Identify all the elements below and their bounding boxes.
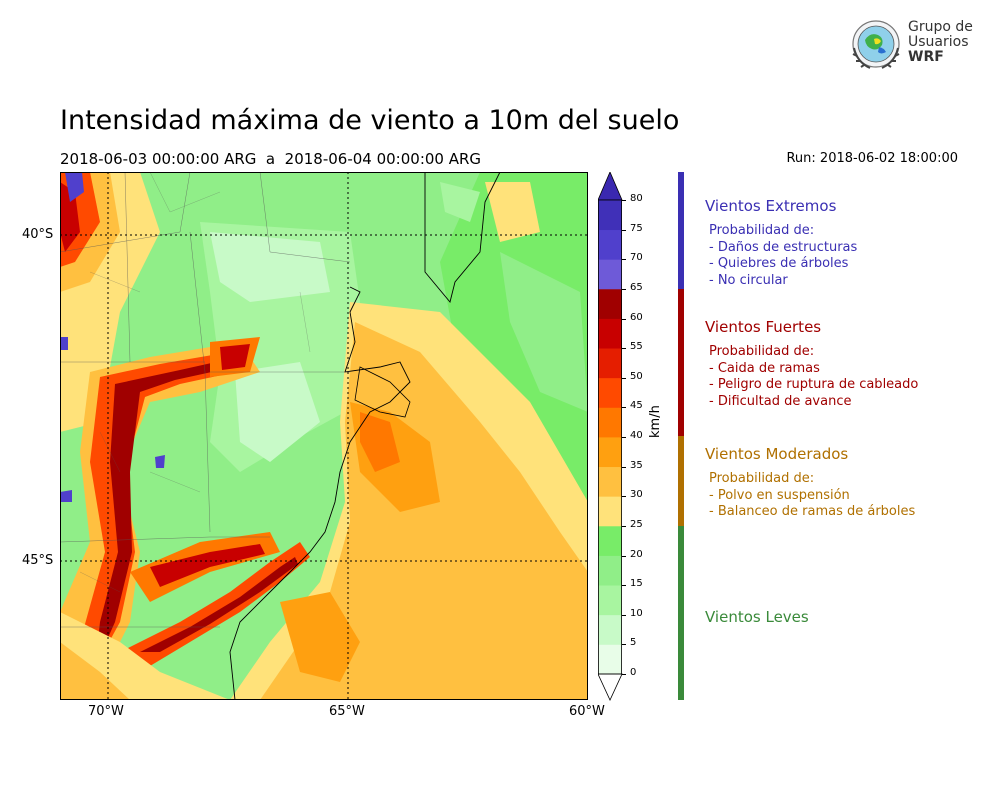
colorbar-tick-mark	[622, 437, 626, 438]
colorbar-segment	[598, 200, 622, 231]
colorbar-under-extension	[598, 673, 623, 701]
colorbar-tick-mark	[622, 200, 626, 201]
colorbar-segment	[598, 614, 622, 645]
category-line: Probabilidad de:	[709, 223, 815, 238]
colorbar-segment	[598, 496, 622, 527]
lat-tick-label: 45°S	[22, 553, 54, 568]
colorbar-tick-label: 75	[630, 222, 643, 234]
category-extremos: Vientos Extremos Probabilidad de: - Daño…	[705, 197, 995, 289]
category-fuertes: Vientos Fuertes Probabilidad de: - Caida…	[705, 318, 995, 410]
category-line: - Daños de estructuras	[709, 239, 858, 255]
category-line: - Balanceo de ramas de árboles	[709, 504, 916, 519]
coastline	[229, 286, 411, 700]
category-line: - No circular	[709, 272, 788, 288]
category-title: Vientos Moderados	[705, 445, 849, 463]
colorbar-tick-label: 80	[630, 193, 643, 204]
colorbar-segment	[598, 229, 622, 260]
page-title: Intensidad máxima de viento a 10m del su…	[60, 105, 680, 136]
colorbar-tick-label: 50	[630, 370, 643, 382]
colorbar-tick-label: 35	[630, 459, 643, 471]
colorbar-tick-mark	[622, 288, 626, 290]
colorbar-tick-mark	[622, 318, 626, 320]
colorbar-tick-label: 25	[630, 518, 643, 530]
colorbar-units: km/h	[648, 405, 663, 438]
category-title: Vientos Fuertes	[705, 318, 822, 336]
category-bar-moderados	[678, 436, 684, 526]
category-moderados: Vientos Moderados Probabilidad de: - Pol…	[705, 445, 995, 521]
colorbar-tick-label: 0	[630, 667, 637, 678]
lon-tick-label: 65°W	[329, 704, 365, 719]
category-title: Vientos Leves	[705, 608, 809, 626]
colorbar-tick-mark	[622, 377, 626, 379]
colorbar-segment	[598, 259, 622, 290]
lat-tick-label: 40°S	[22, 227, 54, 242]
map-frame	[60, 172, 588, 700]
colorbar-segment	[598, 555, 622, 586]
colorbar-tick-label: 70	[630, 252, 643, 264]
colorbar-tick-mark	[622, 496, 626, 498]
colorbar-segment	[598, 377, 622, 408]
colorbar-over-extension	[598, 172, 623, 201]
colorbar-segment	[598, 318, 622, 349]
category-bar-fuertes	[678, 289, 684, 436]
category-line: - Polvo en suspensión	[709, 487, 850, 503]
wind-map	[60, 172, 588, 700]
colorbar-tick-mark	[622, 585, 626, 587]
logo-line-2: Usuarios	[908, 34, 969, 50]
colorbar-tick-label: 30	[630, 489, 643, 501]
globe-seal-icon	[852, 20, 900, 69]
colorbar-tick-label: 5	[630, 637, 637, 649]
colorbar-tick-mark	[622, 348, 626, 350]
forecast-period: 2018-06-03 00:00:00 ARG a 2018-06-04 00:…	[60, 150, 482, 168]
logo-line-3: WRF	[908, 49, 944, 65]
category-title: Vientos Extremos	[705, 197, 837, 215]
colorbar-tick-mark	[622, 525, 626, 527]
category-line: - Caida de ramas	[709, 360, 820, 376]
colorbar-segment	[598, 348, 622, 379]
category-bar-leves	[678, 526, 684, 700]
wrf-logo: Grupo de Usuarios WRF	[848, 18, 973, 73]
colorbar-tick-mark	[622, 259, 626, 261]
colorbar-frame	[598, 199, 623, 675]
colorbar-tick-mark	[622, 614, 626, 616]
colorbar-tick-label: 60	[630, 311, 643, 323]
colorbar-segment	[598, 644, 622, 675]
colorbar-tick-label: 65	[630, 281, 643, 293]
category-line: - Quiebres de árboles	[709, 256, 849, 271]
category-line: Probabilidad de:	[709, 344, 815, 359]
colorbar-tick-mark	[622, 555, 626, 557]
category-line: - Peligro de ruptura de cableado	[709, 377, 919, 392]
colorbar-tick-mark	[622, 674, 626, 675]
colorbar-segment	[598, 585, 622, 616]
colorbar-tick-label: 45	[630, 400, 643, 412]
colorbar-segment	[598, 525, 622, 556]
colorbar-segment	[598, 288, 622, 319]
lon-tick-label: 60°W	[569, 704, 605, 719]
colorbar-segment	[598, 407, 622, 438]
colorbar-tick-label: 15	[630, 578, 643, 590]
colorbar-tick-label: 20	[630, 548, 643, 560]
run-timestamp: Run: 2018-06-02 18:00:00	[786, 151, 958, 166]
category-leves: Vientos Leves	[705, 608, 995, 634]
gridlines	[60, 172, 588, 700]
category-line: - Dificultad de avance	[709, 393, 852, 409]
colorbar-segment	[598, 466, 622, 497]
colorbar-tick-mark	[622, 229, 626, 231]
category-bar-extremos	[678, 172, 684, 289]
colorbar-tick-mark	[622, 644, 626, 646]
colorbar-tick-mark	[622, 466, 626, 468]
colorbar-tick-label: 10	[630, 607, 643, 619]
colorbar-tick-label: 40	[630, 430, 643, 441]
colorbar-tick-mark	[622, 407, 626, 409]
colorbar	[598, 172, 623, 701]
colorbar-tick-label: 55	[630, 341, 643, 353]
category-line: Probabilidad de:	[709, 471, 815, 486]
colorbar-segment	[598, 437, 622, 468]
logo-line-1: Grupo de	[908, 19, 973, 35]
lon-tick-label: 70°W	[88, 704, 124, 719]
